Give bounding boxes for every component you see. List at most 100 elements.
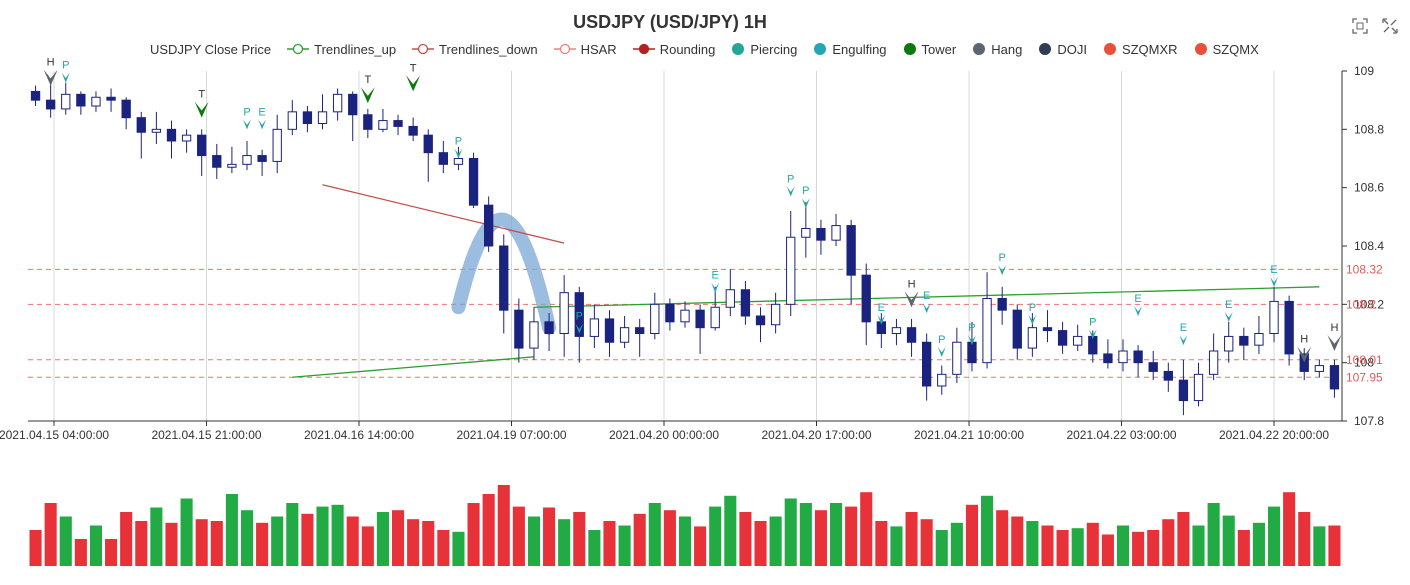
candle-body <box>302 111 313 125</box>
pattern-marker-piercing: P <box>967 322 976 346</box>
candle <box>740 281 751 325</box>
legend-item-rounding[interactable]: Rounding <box>632 40 715 58</box>
volume-bar <box>240 510 254 566</box>
volume-bar <box>875 521 888 566</box>
candle-body <box>121 99 131 119</box>
pattern-marker-hang: H <box>904 278 919 308</box>
chart-toolbox <box>1352 18 1398 34</box>
pattern-arrow <box>575 323 584 334</box>
legend-label: Tower <box>921 41 957 57</box>
trendline-down <box>322 184 565 244</box>
legend-item-trendlines-up[interactable]: Trendlines_up <box>287 40 396 58</box>
volume-bar <box>799 503 812 566</box>
candle-body <box>1314 365 1324 372</box>
volume-bar <box>1298 512 1311 566</box>
candle-body <box>937 373 947 387</box>
candle-body <box>46 99 56 110</box>
candle-body <box>1057 330 1068 346</box>
candle <box>574 286 584 363</box>
candle-body <box>332 93 343 113</box>
pattern-arrow <box>243 119 251 130</box>
legend-item-doji[interactable]: DOJI <box>1038 40 1087 58</box>
x-tick-label: 2021.04.20 00:00:00 <box>609 428 719 442</box>
candle <box>529 307 539 360</box>
candle <box>242 141 252 171</box>
pattern-marker-engulfing: E <box>877 302 886 325</box>
volume-bar <box>769 516 782 566</box>
candle <box>1208 333 1219 381</box>
volume-bar <box>1026 521 1039 566</box>
candle-body <box>272 128 282 162</box>
candle <box>181 129 192 153</box>
legend-item-usdjpy-close-price[interactable]: USDJPY Close Price <box>150 40 271 58</box>
candle-body <box>695 309 705 329</box>
candle <box>786 211 796 316</box>
pattern-label: E <box>1270 264 1277 276</box>
candle <box>1118 339 1128 372</box>
legend-symbol <box>973 43 986 55</box>
candle-body <box>1193 373 1204 402</box>
legend-item-hang[interactable]: Hang <box>972 40 1022 58</box>
candle-body <box>665 303 675 323</box>
pattern-arrow <box>1224 311 1233 322</box>
candle <box>952 327 962 384</box>
volume-bar <box>497 485 510 566</box>
pattern-marker-piercing: P <box>454 136 463 159</box>
volume-bar <box>44 503 57 566</box>
volume-bar <box>1116 525 1130 566</box>
candle-body <box>604 318 615 343</box>
pattern-arrow <box>454 148 463 159</box>
legend-label: SZQMXR <box>1121 41 1178 57</box>
pattern-marker-piercing: P <box>801 185 810 209</box>
legend-label: Piercing <box>750 41 798 57</box>
candle-body <box>363 114 373 130</box>
pattern-arrow <box>194 101 209 118</box>
pattern-arrow <box>1088 329 1097 340</box>
candle-body <box>1133 350 1143 364</box>
x-tick-label: 2021.04.22 20:00:00 <box>1219 428 1329 442</box>
candle <box>468 152 479 209</box>
candle <box>1224 321 1234 363</box>
candle <box>1042 310 1053 343</box>
pattern-label: E <box>923 290 930 302</box>
restore-icon[interactable] <box>1382 18 1398 34</box>
zoom-icon[interactable] <box>1352 18 1368 34</box>
volume-bar <box>210 521 223 566</box>
legend-item-hsar[interactable]: HSAR <box>553 40 617 58</box>
pattern-label: P <box>938 334 945 346</box>
pattern-marker-piercing: P <box>786 173 795 197</box>
candle-body <box>1103 353 1113 364</box>
candle-body <box>1073 335 1083 346</box>
pattern-label: P <box>802 185 809 197</box>
legend-item-szqmx[interactable]: SZQMX <box>1194 40 1259 58</box>
legend-symbol <box>553 43 576 55</box>
pattern-marker-engulfing: E <box>258 106 267 130</box>
pattern-label: E <box>1134 293 1141 305</box>
legend-item-piercing[interactable]: Piercing <box>731 40 797 58</box>
pattern-arrow <box>801 198 810 209</box>
legend-item-szqmxr[interactable]: SZQMXR <box>1103 40 1178 58</box>
legend-item-trendlines-down[interactable]: Trendlines_down <box>412 40 538 58</box>
legend-symbol <box>814 43 827 55</box>
candle-body <box>197 134 207 157</box>
volume-bar <box>1132 531 1145 566</box>
candle-body <box>1027 327 1038 349</box>
volume-bar <box>920 519 933 566</box>
candle <box>982 272 992 369</box>
pattern-label: T <box>364 74 371 86</box>
volume-bar <box>135 521 148 566</box>
candle <box>1193 362 1204 407</box>
pattern-arrow <box>1327 335 1342 351</box>
candle-body <box>484 204 494 247</box>
legend-item-engulfing[interactable]: Engulfing <box>813 40 887 58</box>
candle <box>589 304 600 349</box>
legend-item-tower[interactable]: Tower <box>903 40 957 58</box>
volume-bar <box>1313 526 1326 566</box>
y-tick-label: 108.2 <box>1354 297 1384 311</box>
legend-symbol <box>1103 43 1116 55</box>
pattern-arrow <box>998 265 1007 276</box>
candle-body <box>1012 309 1022 349</box>
pattern-marker-hang: H <box>1327 322 1342 351</box>
pattern-label: E <box>1180 322 1187 334</box>
pattern-marker-piercing: P <box>937 334 946 357</box>
